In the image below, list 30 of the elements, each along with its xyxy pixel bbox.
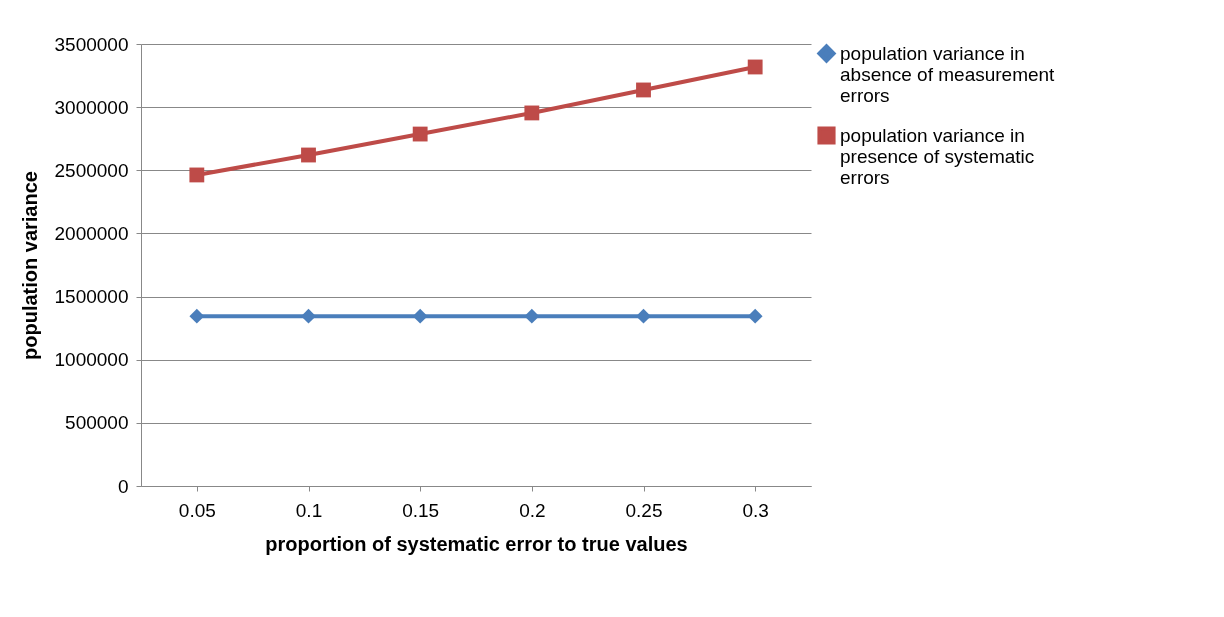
x-tick-label: 0.1 [295,499,323,521]
point [636,308,651,324]
point [412,126,428,142]
point [301,308,316,324]
x-tick-label: 0.15 [402,499,440,521]
point [189,308,205,324]
point [412,308,428,324]
y-tick-label: 0 [117,475,129,497]
y-tick-label: 1000000 [54,349,129,371]
y-tick-label: 2000000 [54,222,129,244]
y-axis-title: population variance [18,171,41,360]
point [524,105,540,121]
y-tick-label: 500000 [65,412,129,434]
x-tick-label: 0.05 [178,499,216,521]
y-tick-label: 2500000 [54,159,129,181]
legend-label: population variance in absence of measurement errors [840,42,1056,106]
point [524,308,540,324]
x-axis-title: proportion of systematic error to true values [265,532,688,555]
legend-label: population variance in presence of systematic errors [840,124,1035,188]
x-tick-label: 0.2 [519,499,546,521]
y-tick-label: 3500000 [54,33,129,55]
y-tick-label: 1500000 [54,286,129,308]
y-tick-label: 3000000 [54,96,129,118]
point [301,147,316,163]
point [189,167,205,183]
point [747,308,763,324]
point [636,82,651,98]
x-tick-label: 0.25 [625,499,663,521]
point [747,59,763,75]
x-tick-label: 0.3 [742,499,769,521]
